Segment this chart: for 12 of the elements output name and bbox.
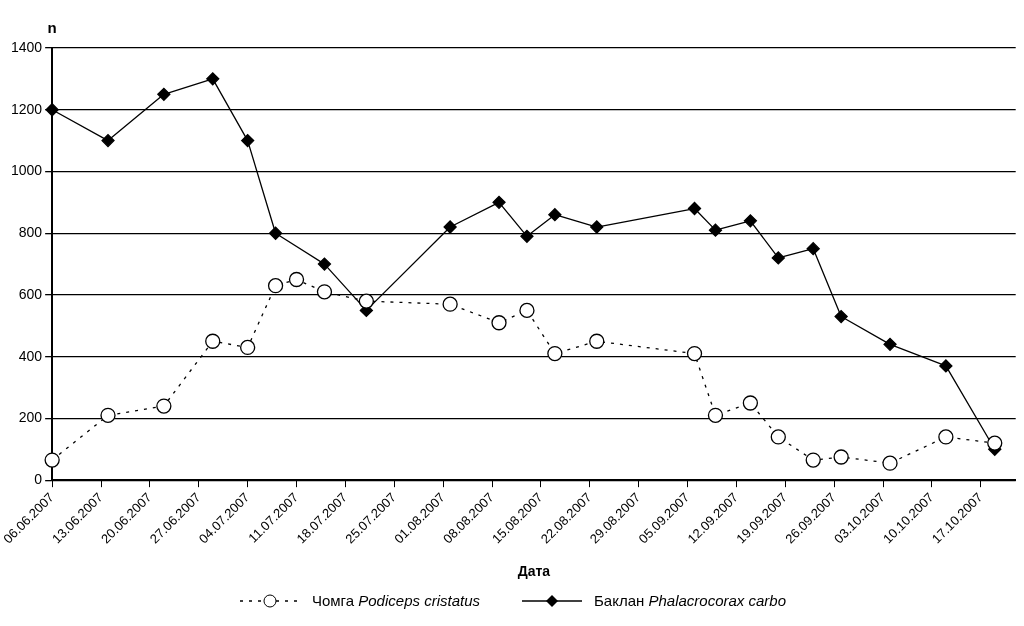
y-tick-label: 200 (18, 409, 43, 426)
y-tick-label: 1000 (10, 162, 43, 179)
y-axis-title: n (47, 18, 57, 36)
y-tick-label: 800 (18, 224, 43, 241)
legend-label: Баклан Phalacrocorax carbo (594, 592, 787, 609)
y-tick-label: 600 (18, 285, 43, 302)
y-tick-label: 0 (34, 471, 43, 488)
y-tick-label: 400 (18, 347, 43, 364)
y-tick-label: 1400 (10, 38, 43, 55)
y-tick-label: 1200 (10, 100, 43, 117)
legend-label: Чомга Podiceps cristatus (311, 592, 480, 609)
x-axis-title: Дата (517, 563, 551, 580)
